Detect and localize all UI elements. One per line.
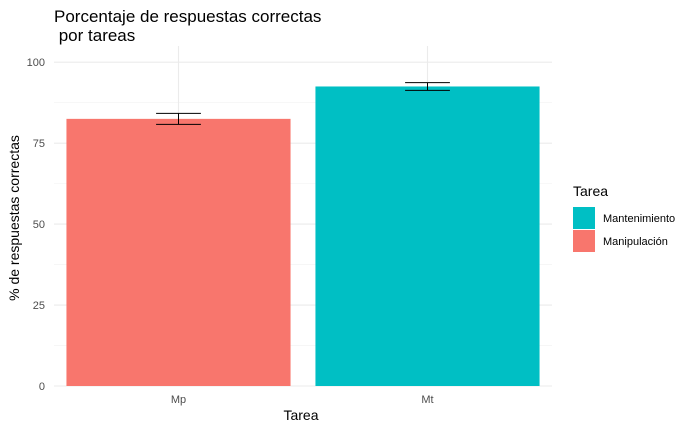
legend-title: Tarea <box>573 183 608 199</box>
y-tick-label: 50 <box>33 219 45 231</box>
errorbar-mt <box>405 82 450 91</box>
bar-layer <box>66 86 540 386</box>
y-tick-label: 25 <box>33 300 45 312</box>
chart-title-line-1: Porcentaje de respuestas correctas <box>54 7 321 26</box>
legend-label-0: Mantenimiento <box>603 213 675 225</box>
bar-mp <box>66 118 291 386</box>
chart-title-line-2: por tareas <box>54 26 135 45</box>
y-tick-label: 100 <box>27 57 45 69</box>
x-tick-label-mt: Mt <box>421 394 433 406</box>
legend-label-1: Manipulación <box>603 236 668 248</box>
legend-key-1 <box>573 230 595 252</box>
errorbar-mp <box>156 112 201 125</box>
x-tick-label-mp: Mp <box>171 394 186 406</box>
tick-label-layer: 0 25 50 75 100 Mp Mt <box>27 57 434 406</box>
legend: Tarea Mantenimiento Manipulación <box>573 183 675 252</box>
y-tick-label: 75 <box>33 138 45 150</box>
bar-mt <box>315 86 540 386</box>
y-tick-label: 0 <box>39 381 45 393</box>
errorbar-layer <box>156 82 450 125</box>
y-axis-title: % de respuestas correctas <box>6 135 22 301</box>
legend-key-0 <box>573 207 595 229</box>
x-axis-title: Tarea <box>283 407 318 423</box>
